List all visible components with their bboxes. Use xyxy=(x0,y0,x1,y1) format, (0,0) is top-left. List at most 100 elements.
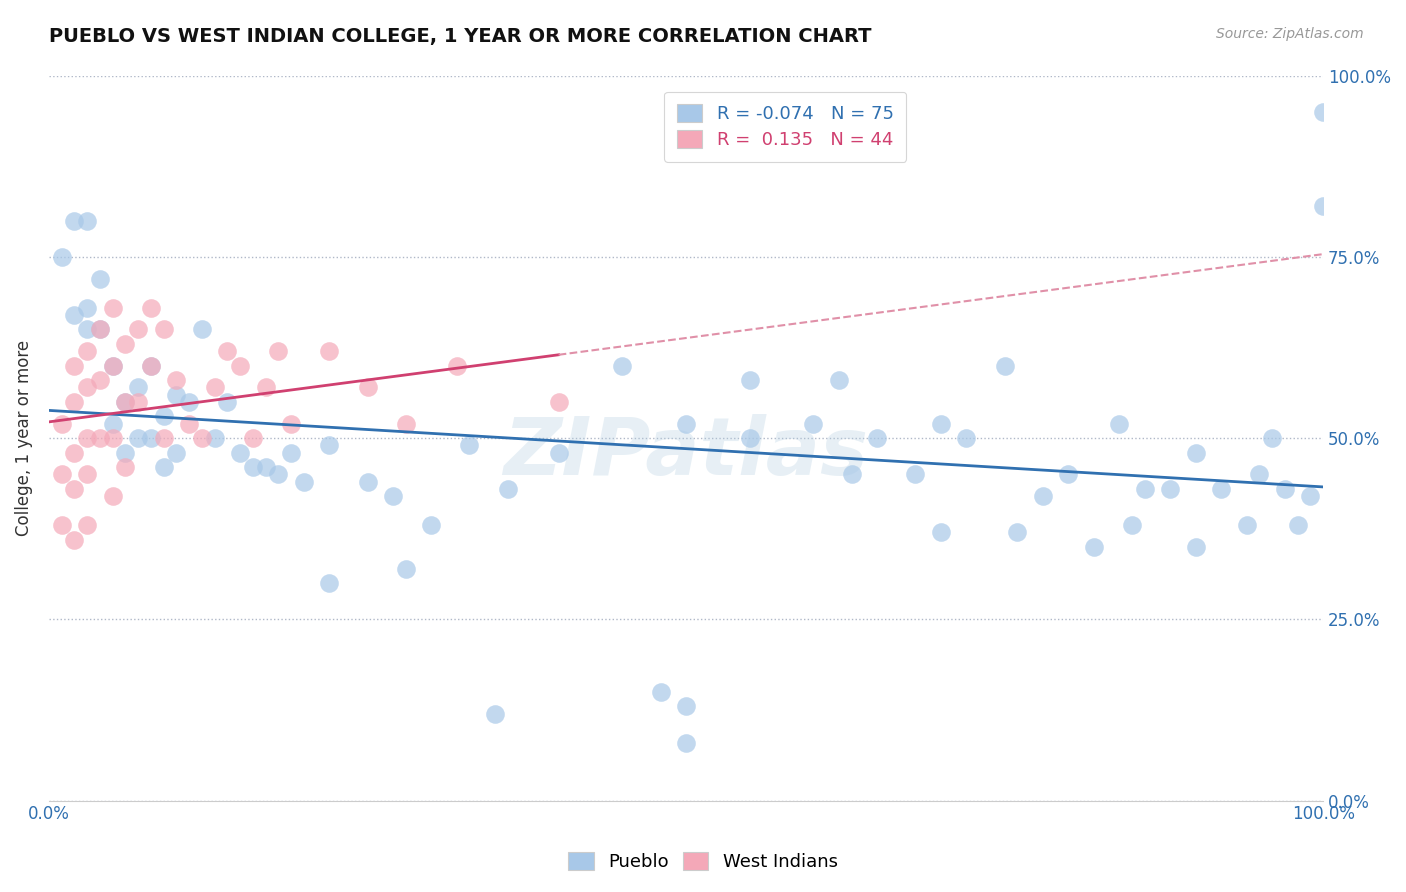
Point xyxy=(395,417,418,431)
Point xyxy=(356,380,378,394)
Point xyxy=(152,431,174,445)
Point xyxy=(292,475,315,489)
Point xyxy=(114,336,136,351)
Point xyxy=(51,467,73,482)
Point xyxy=(165,387,187,401)
Point xyxy=(114,445,136,459)
Point xyxy=(204,431,226,445)
Point xyxy=(318,576,340,591)
Point xyxy=(955,431,977,445)
Point xyxy=(1159,482,1181,496)
Point xyxy=(929,417,952,431)
Point xyxy=(280,417,302,431)
Point xyxy=(76,213,98,227)
Point xyxy=(395,561,418,575)
Point xyxy=(101,359,124,373)
Point xyxy=(76,380,98,394)
Point xyxy=(650,685,672,699)
Point xyxy=(458,438,481,452)
Point xyxy=(152,322,174,336)
Text: ZIPatlas: ZIPatlas xyxy=(503,414,869,491)
Point xyxy=(63,213,86,227)
Point xyxy=(76,301,98,315)
Point xyxy=(1184,540,1206,554)
Point xyxy=(139,431,162,445)
Point xyxy=(89,431,111,445)
Point xyxy=(841,467,863,482)
Point xyxy=(63,445,86,459)
Point xyxy=(1299,489,1322,503)
Point xyxy=(547,394,569,409)
Point xyxy=(114,460,136,475)
Point xyxy=(242,431,264,445)
Text: PUEBLO VS WEST INDIAN COLLEGE, 1 YEAR OR MORE CORRELATION CHART: PUEBLO VS WEST INDIAN COLLEGE, 1 YEAR OR… xyxy=(49,27,872,45)
Legend: R = -0.074   N = 75, R =  0.135   N = 44: R = -0.074 N = 75, R = 0.135 N = 44 xyxy=(665,92,907,162)
Point xyxy=(242,460,264,475)
Point xyxy=(204,380,226,394)
Point xyxy=(929,525,952,540)
Point xyxy=(904,467,927,482)
Point xyxy=(63,308,86,322)
Point xyxy=(382,489,405,503)
Point xyxy=(229,445,252,459)
Point xyxy=(1312,199,1334,213)
Point xyxy=(738,373,761,387)
Point xyxy=(547,445,569,459)
Point xyxy=(1121,518,1143,533)
Point xyxy=(738,431,761,445)
Point xyxy=(101,489,124,503)
Point xyxy=(446,359,468,373)
Point xyxy=(1236,518,1258,533)
Point xyxy=(127,380,149,394)
Point xyxy=(1083,540,1105,554)
Point xyxy=(1184,445,1206,459)
Point xyxy=(63,533,86,547)
Point xyxy=(76,467,98,482)
Point xyxy=(1057,467,1080,482)
Point xyxy=(675,736,697,750)
Point xyxy=(1249,467,1271,482)
Point xyxy=(101,301,124,315)
Point xyxy=(484,706,506,721)
Point xyxy=(254,380,277,394)
Point xyxy=(89,322,111,336)
Y-axis label: College, 1 year or more: College, 1 year or more xyxy=(15,340,32,536)
Legend: Pueblo, West Indians: Pueblo, West Indians xyxy=(561,846,845,879)
Point xyxy=(191,431,214,445)
Point xyxy=(420,518,443,533)
Point xyxy=(114,394,136,409)
Point xyxy=(229,359,252,373)
Point xyxy=(165,373,187,387)
Point xyxy=(152,409,174,424)
Point xyxy=(76,431,98,445)
Point xyxy=(89,271,111,285)
Point xyxy=(1211,482,1233,496)
Point xyxy=(76,518,98,533)
Point xyxy=(63,394,86,409)
Point xyxy=(496,482,519,496)
Point xyxy=(165,445,187,459)
Point xyxy=(267,467,290,482)
Point xyxy=(1286,518,1309,533)
Point xyxy=(675,699,697,714)
Point xyxy=(1261,431,1284,445)
Point xyxy=(318,344,340,359)
Point xyxy=(267,344,290,359)
Point xyxy=(139,359,162,373)
Point xyxy=(612,359,634,373)
Text: Source: ZipAtlas.com: Source: ZipAtlas.com xyxy=(1216,27,1364,41)
Point xyxy=(89,373,111,387)
Point xyxy=(127,431,149,445)
Point xyxy=(76,322,98,336)
Point xyxy=(254,460,277,475)
Point xyxy=(994,359,1017,373)
Point xyxy=(675,417,697,431)
Point xyxy=(318,438,340,452)
Point xyxy=(51,417,73,431)
Point xyxy=(1007,525,1029,540)
Point xyxy=(1108,417,1130,431)
Point xyxy=(1312,104,1334,119)
Point xyxy=(866,431,889,445)
Point xyxy=(51,250,73,264)
Point xyxy=(63,359,86,373)
